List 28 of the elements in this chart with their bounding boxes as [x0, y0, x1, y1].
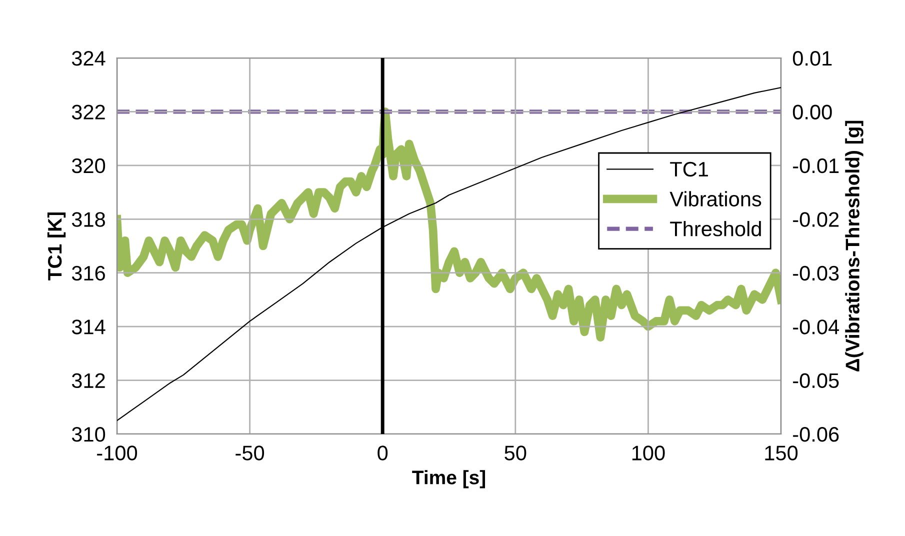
y-tick-label: 316	[72, 266, 105, 281]
y2-tick-label: -0.03	[793, 266, 839, 281]
x-tick-label: 0	[378, 446, 388, 460]
y2-tick-label: -0.06	[793, 427, 839, 442]
x-tick-label: -100	[97, 446, 138, 460]
y2-tick-label: 0.01	[792, 51, 832, 66]
legend-label: Vibrations	[670, 191, 762, 206]
y-tick-label: 312	[72, 373, 105, 388]
y-axis-title: TC1 [K]	[47, 212, 66, 280]
y-tick-label: 310	[72, 427, 106, 442]
x-tick-label: 50	[504, 446, 526, 460]
y-tick-label: 324	[72, 51, 106, 66]
y2-tick-label: -0.05	[793, 373, 839, 388]
legend-label: Threshold	[670, 221, 761, 236]
y2-tick-label: -0.01	[793, 158, 839, 174]
y2-tick-label: -0.02	[793, 212, 839, 227]
y2-axis-title: Δ(Vibrations-Threshold) [g]	[845, 120, 864, 372]
x-tick-label: -50	[236, 446, 264, 460]
y-tick-label: 320	[72, 158, 106, 174]
x-tick-label: 100	[632, 446, 665, 460]
y-tick-label: 318	[72, 212, 105, 227]
legend-label: TC1	[670, 162, 708, 177]
y2-tick-label: 0.00	[792, 104, 832, 120]
y-tick-label: 314	[72, 320, 106, 334]
y-tick-label: 322	[72, 104, 105, 120]
x-axis-title: Time [s]	[412, 470, 486, 488]
x-tick-label: 150	[765, 446, 798, 460]
y2-tick-label: -0.04	[793, 320, 839, 334]
